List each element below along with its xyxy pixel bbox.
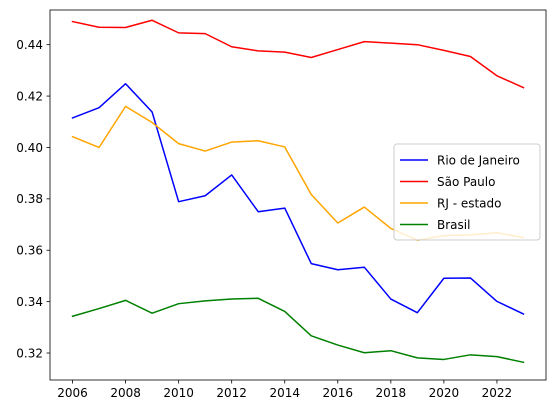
legend-label: RJ - estado xyxy=(437,196,502,210)
legend: Rio de Janeiro São Paulo RJ - estado Brasil xyxy=(393,143,541,241)
x-tick-label: 2006 xyxy=(57,386,88,400)
y-tick-label: 0.40 xyxy=(16,141,43,155)
series-layer xyxy=(71,19,525,364)
x-tick-label: 2016 xyxy=(323,386,354,400)
series-line-rio-de-janeiro xyxy=(71,82,525,315)
y-tick-label: 0.42 xyxy=(16,89,43,103)
series-line-brasil xyxy=(71,297,525,364)
x-tick-label: 2014 xyxy=(269,386,300,400)
legend-label: Brasil xyxy=(437,218,470,232)
x-tick-label: 2022 xyxy=(482,386,513,400)
legend-label: São Paulo xyxy=(437,175,495,189)
x-tick-label: 2012 xyxy=(216,386,247,400)
x-tick-label: 2020 xyxy=(429,386,460,400)
x-tick-label: 2008 xyxy=(110,386,141,400)
y-tick-label: 0.32 xyxy=(16,346,43,360)
x-tick-label: 2010 xyxy=(163,386,194,400)
y-axis: 0.32 0.34 0.36 0.38 0.40 0.42 0.44 xyxy=(16,38,50,360)
x-axis: 2006 2008 2010 2012 2014 2016 2018 2020 2022 xyxy=(57,380,512,400)
series-line-sao-paulo xyxy=(71,19,525,89)
y-tick-label: 0.36 xyxy=(16,244,43,258)
plot-frame xyxy=(49,9,547,381)
y-tick-label: 0.34 xyxy=(16,295,43,309)
legend-box xyxy=(393,143,541,241)
legend-label: Rio de Janeiro xyxy=(437,153,520,167)
y-tick-label: 0.44 xyxy=(16,38,43,52)
y-tick-label: 0.38 xyxy=(16,192,43,206)
x-tick-label: 2018 xyxy=(376,386,407,400)
